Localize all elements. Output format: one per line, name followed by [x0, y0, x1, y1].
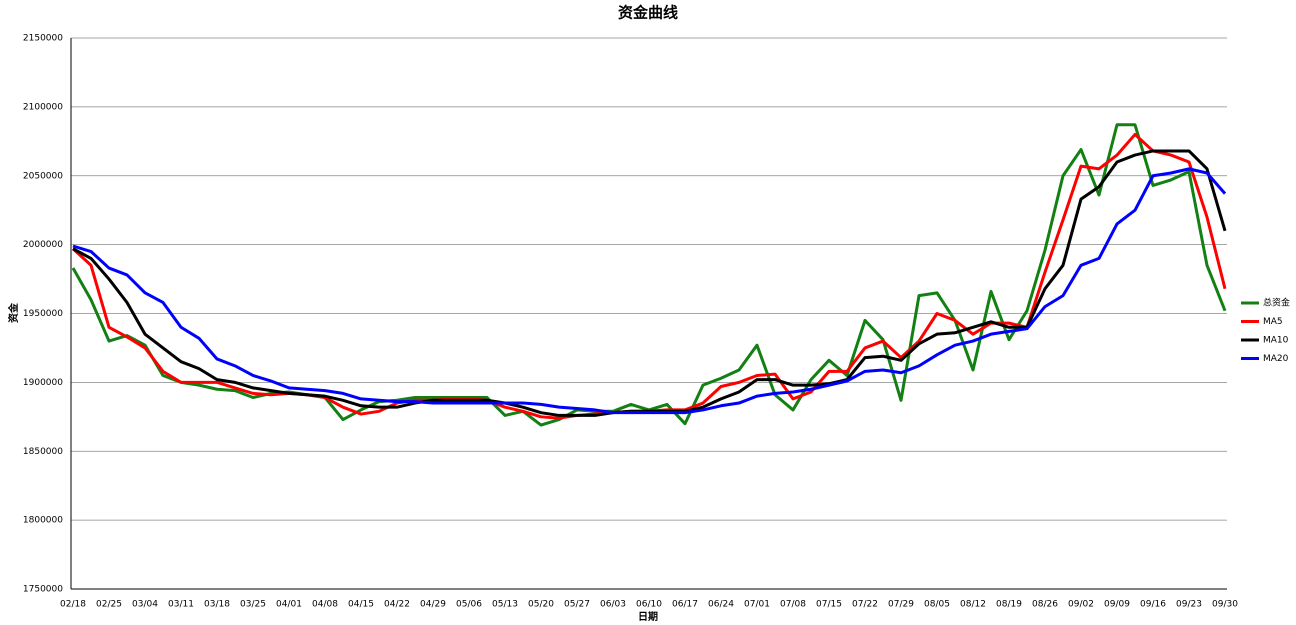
y-tick-label: 2150000	[23, 34, 63, 44]
x-tick-label: 07/15	[816, 600, 842, 610]
x-tick-label: 06/03	[600, 600, 626, 610]
x-tick-label: 05/20	[528, 600, 554, 610]
x-tick-label: 08/12	[960, 600, 986, 610]
x-tick-label: 04/15	[348, 600, 374, 610]
series-line	[72, 149, 1227, 417]
y-tick-label: 2050000	[23, 171, 63, 181]
legend-label: MA20	[1263, 354, 1289, 364]
x-tick-label: 05/06	[456, 600, 482, 610]
legend-label: MA10	[1263, 336, 1289, 346]
y-tick-label: 1800000	[23, 516, 63, 526]
chart-title: 资金曲线	[618, 4, 678, 22]
x-tick-label: 09/23	[1176, 600, 1202, 610]
x-tick-label: 06/17	[672, 600, 698, 610]
series-line	[71, 132, 1227, 420]
x-tick-label: 03/18	[204, 600, 230, 610]
x-tick-label: 04/29	[420, 600, 446, 610]
x-tick-label: 09/16	[1140, 600, 1166, 610]
x-tick-label: 06/24	[708, 600, 734, 610]
y-tick-label: 2100000	[23, 102, 63, 112]
series-line	[72, 167, 1227, 415]
x-tick-label: 09/02	[1068, 600, 1094, 610]
x-tick-label: 05/27	[564, 600, 590, 610]
x-tick-label: 09/30	[1212, 600, 1238, 610]
x-tick-label: 03/25	[240, 600, 266, 610]
x-axis-title: 日期	[638, 610, 658, 623]
series-line	[71, 123, 1227, 427]
x-tick-label: 07/01	[744, 600, 770, 610]
x-tick-label: 04/01	[276, 600, 302, 610]
x-tick-label: 02/25	[96, 600, 122, 610]
x-tick-label: 07/22	[852, 600, 878, 610]
y-tick-label: 1950000	[23, 309, 63, 319]
x-tick-label: 04/22	[384, 600, 410, 610]
x-tick-label: 09/09	[1104, 600, 1130, 610]
x-tick-label: 07/29	[888, 600, 914, 610]
x-tick-label: 08/19	[996, 600, 1022, 610]
y-axis-title: 资金	[7, 302, 20, 323]
x-tick-label: 04/08	[312, 600, 338, 610]
legend-label: 总资金	[1263, 297, 1290, 309]
x-tick-label: 08/26	[1032, 600, 1058, 610]
x-tick-label: 03/04	[132, 600, 158, 610]
legend-label: MA5	[1263, 317, 1283, 327]
x-tick-label: 06/10	[636, 600, 662, 610]
y-tick-label: 2000000	[23, 240, 63, 250]
x-tick-label: 08/05	[924, 600, 950, 610]
x-tick-label: 07/08	[780, 600, 806, 610]
y-tick-label: 1900000	[23, 378, 63, 388]
y-tick-label: 1850000	[23, 447, 63, 457]
x-tick-label: 05/13	[492, 600, 518, 610]
x-tick-label: 03/11	[168, 600, 194, 610]
x-tick-label: 02/18	[60, 600, 86, 610]
y-tick-label: 1750000	[23, 585, 63, 595]
